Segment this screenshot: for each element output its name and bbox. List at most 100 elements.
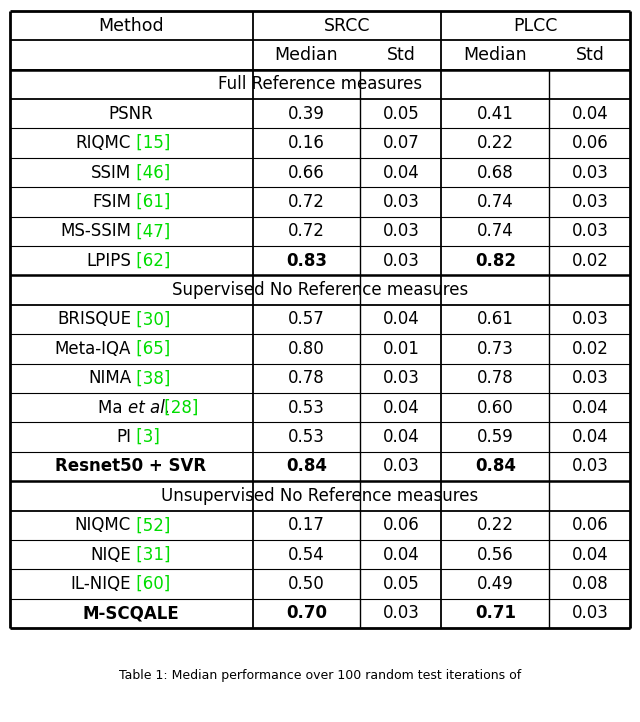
Text: 0.03: 0.03 [572,458,609,476]
Text: [38]: [38] [131,369,170,387]
Text: Table 1: Median performance over 100 random test iterations of: Table 1: Median performance over 100 ran… [119,669,521,682]
Text: 0.03: 0.03 [572,369,609,387]
Text: M-SCQALE: M-SCQALE [83,604,179,622]
Text: Supervised No Reference measures: Supervised No Reference measures [172,281,468,299]
Text: 0.04: 0.04 [383,163,419,181]
Text: [15]: [15] [131,134,170,152]
Text: 0.04: 0.04 [383,546,419,564]
Text: [62]: [62] [131,252,170,270]
Text: 0.49: 0.49 [477,575,514,593]
Text: 0.16: 0.16 [288,134,325,152]
Text: 0.03: 0.03 [572,163,609,181]
Text: [65]: [65] [131,340,170,358]
Text: 0.54: 0.54 [288,546,325,564]
Text: PLCC: PLCC [514,17,558,35]
Text: 0.04: 0.04 [572,546,608,564]
Text: RIQMC: RIQMC [76,134,131,152]
Text: 0.70: 0.70 [286,604,327,622]
Text: 0.53: 0.53 [288,428,325,446]
Text: Full Reference measures: Full Reference measures [218,75,422,93]
Text: et al.: et al. [128,399,170,417]
Text: 0.02: 0.02 [572,252,609,270]
Text: 0.57: 0.57 [288,310,325,329]
Text: Median: Median [463,46,527,64]
Text: [61]: [61] [131,193,170,211]
Text: [47]: [47] [131,222,170,240]
Text: NIQE: NIQE [90,546,131,564]
Text: 0.06: 0.06 [572,134,608,152]
Text: 0.03: 0.03 [572,604,609,622]
Text: [28]: [28] [159,399,198,417]
Bar [10,11,630,628]
Text: 0.50: 0.50 [288,575,325,593]
Text: 0.02: 0.02 [572,340,609,358]
Text: [30]: [30] [131,310,170,329]
Text: 0.71: 0.71 [475,604,516,622]
Text: Median: Median [275,46,339,64]
Text: 0.41: 0.41 [477,105,514,123]
Text: Std: Std [575,46,604,64]
Text: 0.03: 0.03 [572,310,609,329]
Text: 0.84: 0.84 [286,458,327,476]
Text: 0.78: 0.78 [477,369,514,387]
Text: 0.53: 0.53 [288,399,325,417]
Text: PI: PI [116,428,131,446]
Text: Std: Std [387,46,415,64]
Text: 0.05: 0.05 [383,575,419,593]
Text: LPIPS: LPIPS [86,252,131,270]
Text: 0.04: 0.04 [572,105,608,123]
Text: 0.74: 0.74 [477,222,514,240]
Text: SSIM: SSIM [91,163,131,181]
Text: 0.03: 0.03 [383,222,419,240]
Text: Meta-IQA: Meta-IQA [54,340,131,358]
Text: 0.06: 0.06 [383,516,419,534]
Text: 0.07: 0.07 [383,134,419,152]
Text: [52]: [52] [131,516,170,534]
Text: Resnet50 + SVR: Resnet50 + SVR [56,458,207,476]
Text: 0.03: 0.03 [383,193,419,211]
Text: 0.73: 0.73 [477,340,514,358]
Text: 0.80: 0.80 [288,340,325,358]
Text: 0.03: 0.03 [572,222,609,240]
Text: 0.84: 0.84 [475,458,516,476]
Text: 0.74: 0.74 [477,193,514,211]
Text: 0.01: 0.01 [383,340,419,358]
Text: 0.08: 0.08 [572,575,608,593]
Text: 0.59: 0.59 [477,428,514,446]
Text: 0.56: 0.56 [477,546,514,564]
Text: 0.04: 0.04 [572,399,608,417]
Text: 0.72: 0.72 [288,222,325,240]
Text: NIQMC: NIQMC [75,516,131,534]
Text: Unsupervised No Reference measures: Unsupervised No Reference measures [161,487,479,505]
Text: 0.04: 0.04 [572,428,608,446]
Text: NIMA: NIMA [88,369,131,387]
Text: BRISQUE: BRISQUE [57,310,131,329]
Text: 0.03: 0.03 [383,369,419,387]
Text: 0.03: 0.03 [383,458,419,476]
Text: 0.78: 0.78 [288,369,325,387]
Text: 0.22: 0.22 [477,516,514,534]
Text: 0.05: 0.05 [383,105,419,123]
Text: 0.66: 0.66 [288,163,325,181]
Text: 0.68: 0.68 [477,163,514,181]
Text: [31]: [31] [131,546,171,564]
Text: 0.04: 0.04 [383,399,419,417]
Text: MS-SSIM: MS-SSIM [60,222,131,240]
Text: SRCC: SRCC [324,17,371,35]
Text: FSIM: FSIM [92,193,131,211]
Text: Method: Method [99,17,164,35]
Text: 0.04: 0.04 [383,428,419,446]
Text: 0.03: 0.03 [383,604,419,622]
Text: [46]: [46] [131,163,170,181]
Text: IL-NIQE: IL-NIQE [70,575,131,593]
Text: 0.83: 0.83 [286,252,327,270]
Text: 0.22: 0.22 [477,134,514,152]
Text: 0.17: 0.17 [288,516,325,534]
Text: [60]: [60] [131,575,170,593]
Text: PSNR: PSNR [109,105,154,123]
Text: 0.04: 0.04 [383,310,419,329]
Text: [3]: [3] [131,428,160,446]
Text: 0.60: 0.60 [477,399,514,417]
Text: 0.61: 0.61 [477,310,514,329]
Text: 0.72: 0.72 [288,193,325,211]
